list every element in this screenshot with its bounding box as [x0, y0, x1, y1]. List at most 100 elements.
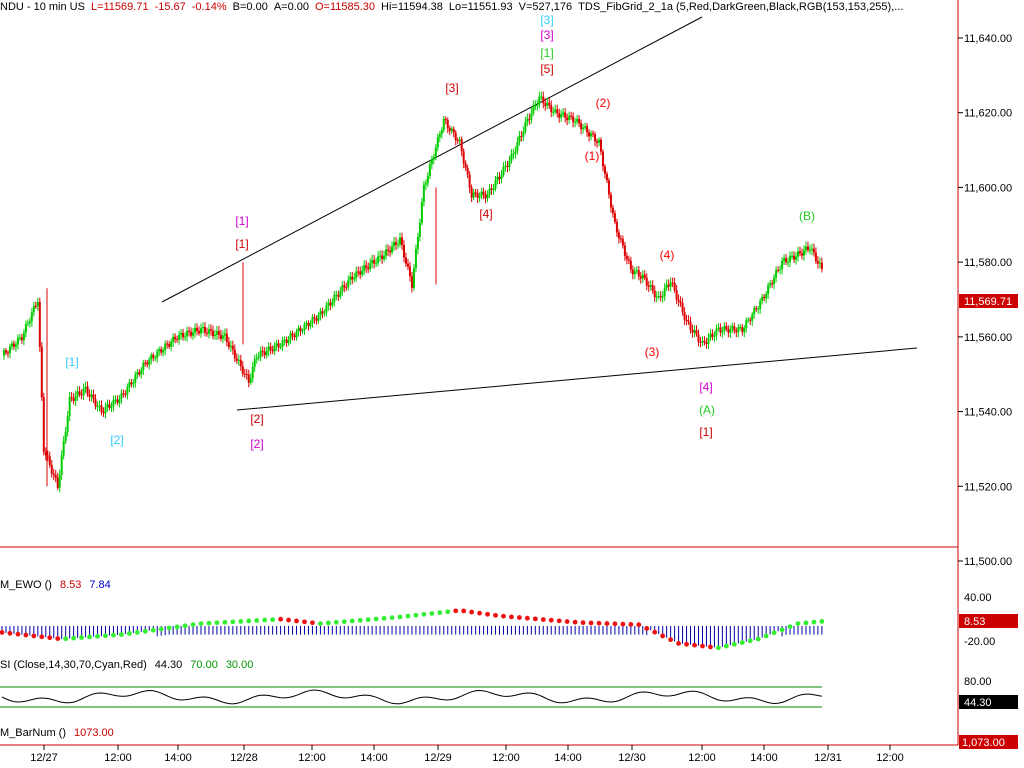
- ewo-dot: [453, 608, 459, 614]
- ewo-dot: [708, 644, 713, 650]
- candle-body: [627, 259, 630, 261]
- candle-body: [225, 333, 228, 343]
- candle-body: [188, 330, 191, 332]
- candle-body: [773, 277, 776, 285]
- candle-body: [496, 176, 499, 181]
- candle-body: [277, 343, 280, 348]
- candle-body: [458, 139, 461, 141]
- candle-body: [24, 324, 27, 333]
- candle-body: [128, 382, 131, 388]
- candle-body: [114, 399, 117, 401]
- candle-body: [297, 327, 300, 332]
- candle-body: [198, 330, 201, 334]
- candle-body: [791, 255, 794, 257]
- candle-body: [239, 359, 242, 367]
- candle-body: [168, 344, 171, 347]
- candle-body: [98, 405, 101, 407]
- ewo-dot: [39, 634, 45, 640]
- candle-body: [50, 464, 53, 474]
- candle-body: [20, 337, 23, 341]
- candle-body: [460, 139, 463, 152]
- ewo-dot: [310, 620, 315, 626]
- candle-body: [142, 362, 145, 370]
- ewo-dot: [437, 610, 443, 615]
- volume-value: V=527,176: [518, 1, 573, 13]
- candle-body: [472, 192, 475, 198]
- candle-body: [247, 374, 250, 383]
- candle-body: [146, 362, 149, 365]
- candle-body: [76, 391, 79, 396]
- ewo-name: M_EWO (): [0, 579, 52, 591]
- price-axis: 11,640.00 11,620.00 11,600.00 11,580.00 11,5…: [958, 33, 1012, 568]
- candle-body: [818, 262, 821, 264]
- candle-body: [174, 336, 177, 340]
- candle-body: [150, 354, 153, 360]
- candle-body: [243, 373, 246, 375]
- lower-trendline[interactable]: [236, 347, 918, 411]
- candle-body: [265, 351, 268, 356]
- candle-body: [126, 387, 129, 395]
- candle-body: [341, 285, 344, 292]
- candle-body: [522, 131, 525, 137]
- candle-body: [379, 255, 382, 257]
- candle-body: [196, 327, 199, 331]
- candle-body: [793, 255, 796, 260]
- wave-label: (A): [699, 403, 715, 417]
- ewo-dot: [461, 608, 467, 614]
- candle-body: [203, 327, 206, 333]
- candle-body: [138, 372, 141, 375]
- candle-body: [562, 112, 565, 115]
- candle-body: [701, 340, 704, 343]
- candle-body: [96, 406, 99, 408]
- candle-body: [393, 242, 396, 247]
- candle-body: [693, 330, 696, 333]
- ewo-dot: [612, 621, 618, 627]
- wave-label: [1]: [540, 46, 553, 60]
- candle-body: [289, 333, 292, 340]
- ewo-dot: [803, 620, 809, 626]
- candle-body: [44, 451, 47, 456]
- ewo-dot: [95, 633, 100, 639]
- ewo-dot: [55, 636, 61, 641]
- candle-body: [389, 250, 392, 253]
- time-tick-label: 12:00: [688, 752, 716, 764]
- wave-label: (B): [799, 209, 815, 223]
- rsi-lower: 30.00: [225, 659, 254, 671]
- candle-body: [512, 153, 515, 155]
- candle-body: [721, 330, 724, 333]
- candle-body: [373, 260, 376, 264]
- candle-body: [251, 366, 254, 379]
- candle-body: [747, 319, 750, 321]
- candle-body: [309, 323, 312, 327]
- candle-body: [667, 284, 670, 287]
- candle-body: [685, 319, 688, 321]
- candle-body: [412, 268, 415, 288]
- candle-body: [253, 359, 256, 367]
- candle-body: [4, 350, 7, 353]
- ewo-value-tag: [959, 614, 1018, 628]
- candle-body: [448, 127, 451, 131]
- candle-body: [703, 340, 706, 343]
- candle-body: [293, 335, 296, 338]
- ewo-dot: [548, 617, 554, 623]
- candle-body: [104, 407, 107, 414]
- ewo-dot: [333, 619, 339, 625]
- candle-body: [516, 141, 519, 152]
- candle-body: [570, 115, 573, 117]
- candle-body: [669, 282, 672, 287]
- candle-body: [603, 166, 606, 174]
- candle-body: [38, 301, 41, 347]
- wave-label: [1]: [235, 237, 248, 251]
- candle-body: [82, 388, 85, 395]
- candle-body: [68, 397, 71, 417]
- candle-body: [753, 308, 756, 315]
- wave-label: [2]: [250, 437, 263, 451]
- candle-body: [713, 335, 716, 337]
- candle-body: [763, 296, 766, 299]
- ewo-dot: [811, 619, 817, 625]
- barnum-legend: M_BarNum () 1073.00: [0, 727, 122, 739]
- candle-body: [331, 302, 334, 306]
- candle-body: [611, 207, 614, 214]
- ewo-dot: [676, 641, 681, 646]
